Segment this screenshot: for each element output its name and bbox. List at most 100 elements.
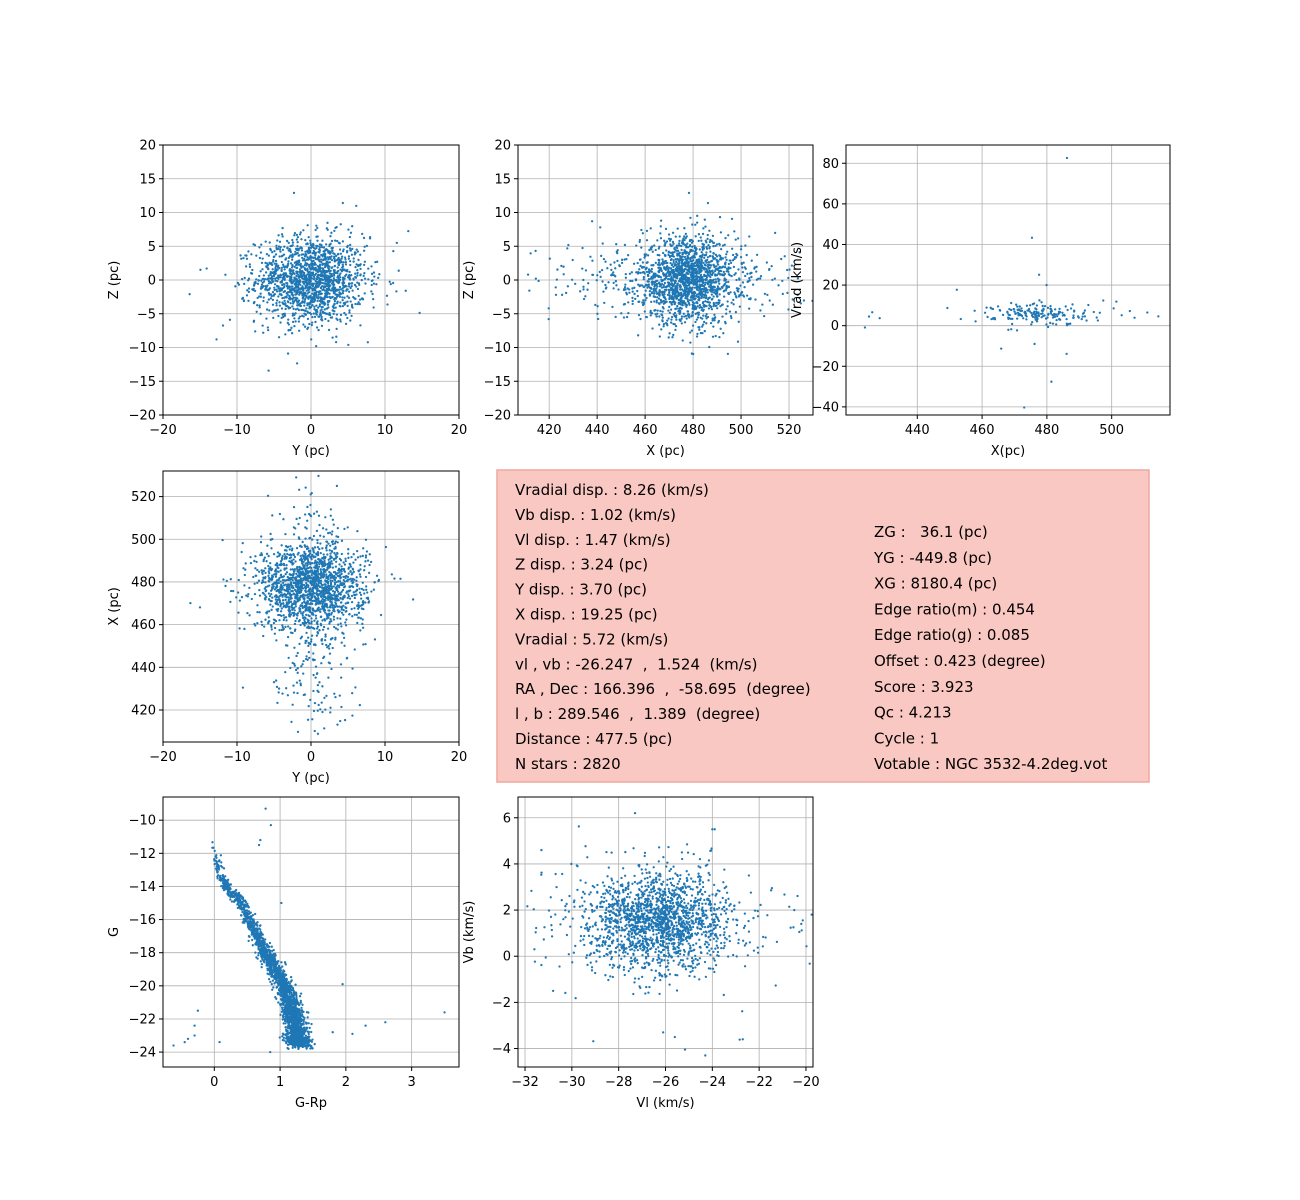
data-point	[625, 293, 629, 296]
data-point	[301, 540, 304, 544]
data-point	[616, 259, 619, 263]
data-point	[309, 267, 312, 270]
data-point	[328, 251, 331, 255]
data-point	[710, 259, 714, 263]
data-point	[316, 580, 319, 583]
data-point	[279, 287, 283, 290]
data-point	[282, 575, 286, 578]
data-point	[1027, 307, 1031, 311]
data-point	[649, 293, 652, 296]
data-point	[321, 239, 324, 242]
data-point	[299, 283, 302, 286]
data-point	[267, 616, 270, 619]
data-point	[696, 316, 700, 319]
data-point	[1087, 303, 1090, 307]
data-point	[266, 544, 269, 547]
data-point	[698, 328, 701, 331]
data-point	[668, 332, 671, 335]
data-point	[372, 588, 376, 591]
data-point	[324, 292, 327, 295]
data-point	[294, 527, 297, 530]
data-point	[295, 238, 298, 241]
data-point	[690, 278, 693, 281]
data-point	[303, 257, 306, 260]
data-point	[303, 268, 307, 271]
data-point	[690, 260, 694, 263]
data-point	[730, 316, 733, 320]
data-point	[649, 286, 652, 289]
data-point	[719, 327, 722, 330]
data-point	[688, 268, 691, 272]
x-axis-label: X(pc)	[991, 444, 1025, 459]
data-point	[318, 259, 321, 262]
data-point	[319, 313, 322, 316]
data-point	[333, 302, 336, 305]
data-point	[1082, 311, 1085, 314]
data-point	[286, 282, 289, 285]
data-point	[534, 277, 537, 280]
data-point	[267, 298, 270, 301]
data-point	[697, 313, 700, 317]
data-point	[355, 204, 358, 208]
data-point	[291, 256, 294, 259]
data-point	[285, 295, 288, 298]
data-point	[582, 288, 585, 291]
data-point	[312, 551, 316, 554]
data-point	[281, 599, 285, 602]
data-point	[591, 259, 594, 262]
data-point	[331, 309, 335, 312]
data-point	[666, 271, 669, 274]
data-point	[336, 617, 339, 620]
data-point	[344, 624, 348, 627]
data-point	[584, 269, 588, 272]
points-xz	[526, 191, 813, 356]
data-point	[291, 241, 295, 244]
data-point	[287, 241, 290, 244]
data-point	[712, 304, 715, 308]
data-point	[1049, 312, 1053, 315]
data-point	[695, 286, 698, 289]
data-point	[670, 258, 673, 261]
data-point	[288, 585, 291, 588]
data-point	[739, 255, 743, 259]
data-point	[651, 250, 654, 253]
y-tick-label: 0	[831, 319, 839, 334]
data-point	[245, 254, 248, 257]
data-point	[258, 274, 261, 278]
data-point	[364, 556, 368, 559]
data-point	[668, 294, 671, 297]
data-point	[292, 307, 295, 310]
data-point	[319, 300, 323, 304]
data-point	[404, 289, 407, 292]
data-point	[614, 280, 618, 283]
data-point	[711, 297, 714, 300]
data-point	[247, 290, 251, 294]
data-point	[256, 621, 259, 625]
data-point	[349, 570, 352, 573]
data-point	[306, 310, 309, 313]
data-point	[348, 247, 352, 250]
data-point	[659, 225, 662, 228]
data-point	[273, 249, 276, 253]
data-point	[285, 556, 288, 559]
data-point	[308, 257, 311, 261]
data-point	[319, 608, 322, 611]
data-point	[798, 251, 801, 254]
data-point	[959, 317, 962, 321]
data-point	[254, 555, 257, 558]
data-point	[730, 301, 733, 304]
data-point	[267, 579, 270, 583]
data-point	[668, 291, 671, 295]
data-point	[689, 265, 692, 268]
data-point	[671, 251, 674, 254]
data-point	[702, 290, 706, 293]
data-point	[291, 300, 295, 303]
data-point	[710, 293, 713, 296]
data-point	[684, 237, 687, 240]
data-point	[651, 327, 654, 330]
data-point	[669, 270, 673, 274]
data-point	[323, 296, 326, 299]
data-point	[310, 283, 313, 287]
data-point	[353, 648, 356, 651]
data-point	[1041, 304, 1044, 308]
